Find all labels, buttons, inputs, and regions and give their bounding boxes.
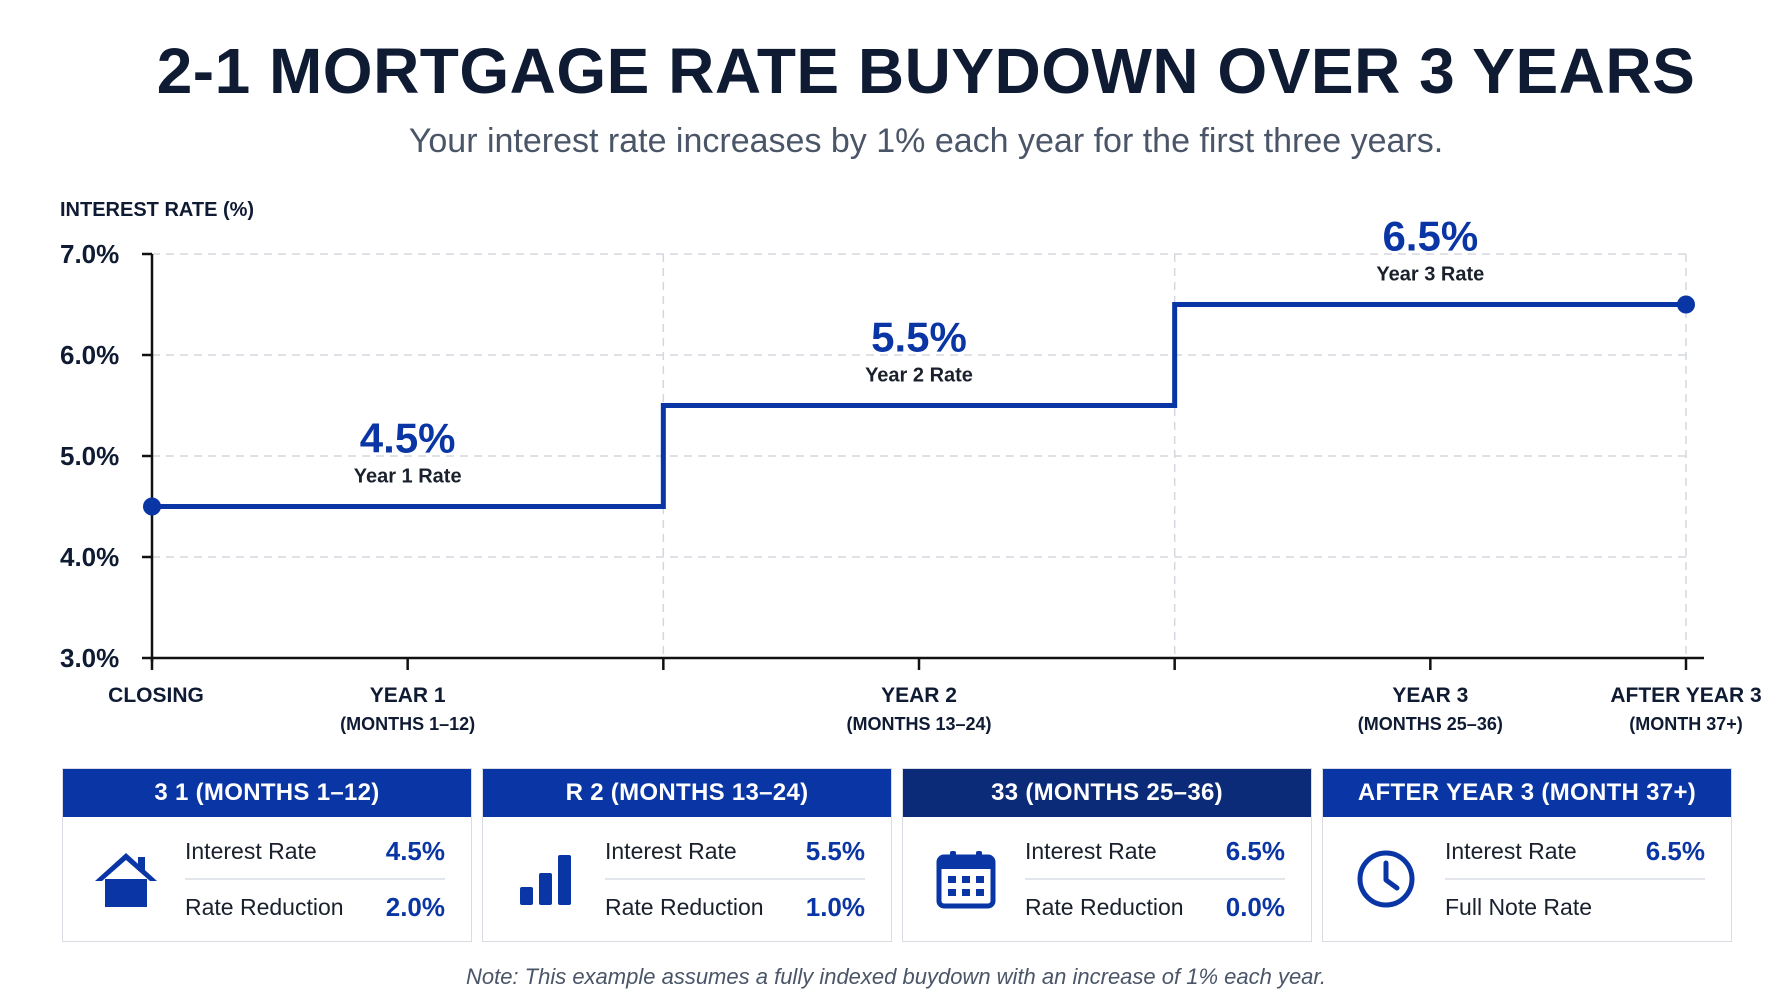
- rate-annotation-label: Year 3 Rate: [1376, 264, 1484, 286]
- calendar-icon: [929, 842, 1003, 916]
- page-title: 2-1 MORTGAGE RATE BUYDOWN OVER 3 YEARS: [156, 35, 1696, 107]
- y-tick-label: 5.0%: [60, 441, 119, 471]
- row-value: 0.0%: [1225, 891, 1285, 922]
- card-year-2: R 2 (MONTHS 13–24) Interest Rate 5.5%: [482, 768, 892, 942]
- rate-annotation-value: 4.5%: [360, 415, 456, 462]
- card-year-1: 3 1 (MONTHS 1–12) Interest Rate 4.5%: [62, 768, 472, 942]
- summary-cards: 3 1 (MONTHS 1–12) Interest Rate 4.5%: [62, 768, 1732, 942]
- rate-annotation-value: 5.5%: [871, 314, 967, 361]
- x-tick-label: YEAR 1: [370, 684, 446, 707]
- y-tick-label: 6.0%: [60, 340, 119, 370]
- card-header: 33 (MONTHS 25–36): [903, 769, 1311, 817]
- row-value: 5.5%: [805, 835, 865, 866]
- rate-chart: INTEREST RATE (%) 3.0% 4.0% 5.0% 6.0% 7.0% CLO…: [60, 199, 1762, 734]
- card-row-interest: Interest Rate 6.5%: [1025, 824, 1285, 878]
- row-label: Rate Reduction: [1025, 893, 1184, 920]
- x-tick-label: AFTER YEAR 3: [1610, 684, 1761, 707]
- rate-step-line: [152, 302, 1686, 509]
- card-header: 3 1 (MONTHS 1–12): [63, 769, 471, 817]
- rate-annotation-label: Year 2 Rate: [865, 365, 973, 387]
- row-value: 4.5%: [385, 835, 445, 866]
- y-axis-title: INTEREST RATE (%): [60, 199, 254, 221]
- row-value: 1.0%: [805, 891, 865, 922]
- row-label: Interest Rate: [185, 837, 317, 864]
- x-tick-sublabel: (MONTH 37+): [1629, 714, 1743, 734]
- row-label: Rate Reduction: [185, 893, 344, 920]
- end-point: [1677, 295, 1695, 314]
- x-tick-sublabel: (MONTHS 13–24): [846, 714, 991, 734]
- card-year-3: 33 (MONTHS 25–36): [902, 768, 1312, 942]
- start-point: [143, 497, 161, 516]
- bar-chart-icon: [509, 842, 583, 916]
- card-after-year-3: AFTER YEAR 3 (MONTH 37+) Interest Rate 6…: [1322, 768, 1732, 942]
- row-label: Full Note Rate: [1445, 893, 1593, 920]
- card-row-interest: Interest Rate 6.5%: [1445, 824, 1705, 878]
- card-row-interest: Interest Rate 5.5%: [605, 824, 865, 878]
- page-subtitle: Your interest rate increases by 1% each …: [408, 122, 1444, 160]
- row-label: Interest Rate: [605, 837, 737, 864]
- card-row-full-note: Full Note Rate: [1445, 878, 1705, 934]
- card-header: AFTER YEAR 3 (MONTH 37+): [1323, 769, 1731, 817]
- y-tick-label: 3.0%: [60, 643, 119, 673]
- y-tick-label: 4.0%: [60, 542, 119, 572]
- row-value: 6.5%: [1645, 835, 1705, 866]
- house-icon: [89, 842, 163, 916]
- footnote: Note: This example assumes a fully index…: [465, 964, 1327, 989]
- row-value: 2.0%: [385, 891, 445, 922]
- row-label: Interest Rate: [1025, 837, 1157, 864]
- card-header: R 2 (MONTHS 13–24): [483, 769, 891, 817]
- card-row-reduction: Rate Reduction 0.0%: [1025, 878, 1285, 934]
- card-row-interest: Interest Rate 4.5%: [185, 824, 445, 878]
- row-label: Interest Rate: [1445, 837, 1577, 864]
- rate-annotation-value: 6.5%: [1382, 213, 1478, 260]
- x-tick-label: CLOSING: [108, 684, 204, 707]
- rate-annotation-label: Year 1 Rate: [354, 466, 462, 488]
- x-tick-sublabel: (MONTHS 1–12): [340, 714, 475, 734]
- row-value: 6.5%: [1225, 835, 1285, 866]
- row-label: Rate Reduction: [605, 893, 764, 920]
- x-tick-label: YEAR 2: [881, 684, 957, 707]
- x-tick-sublabel: (MONTHS 25–36): [1358, 714, 1503, 734]
- x-tick-label: YEAR 3: [1392, 684, 1468, 707]
- card-row-reduction: Rate Reduction 1.0%: [605, 878, 865, 934]
- y-tick-label: 7.0%: [60, 239, 119, 269]
- clock-icon: [1349, 842, 1423, 916]
- card-row-reduction: Rate Reduction 2.0%: [185, 878, 445, 934]
